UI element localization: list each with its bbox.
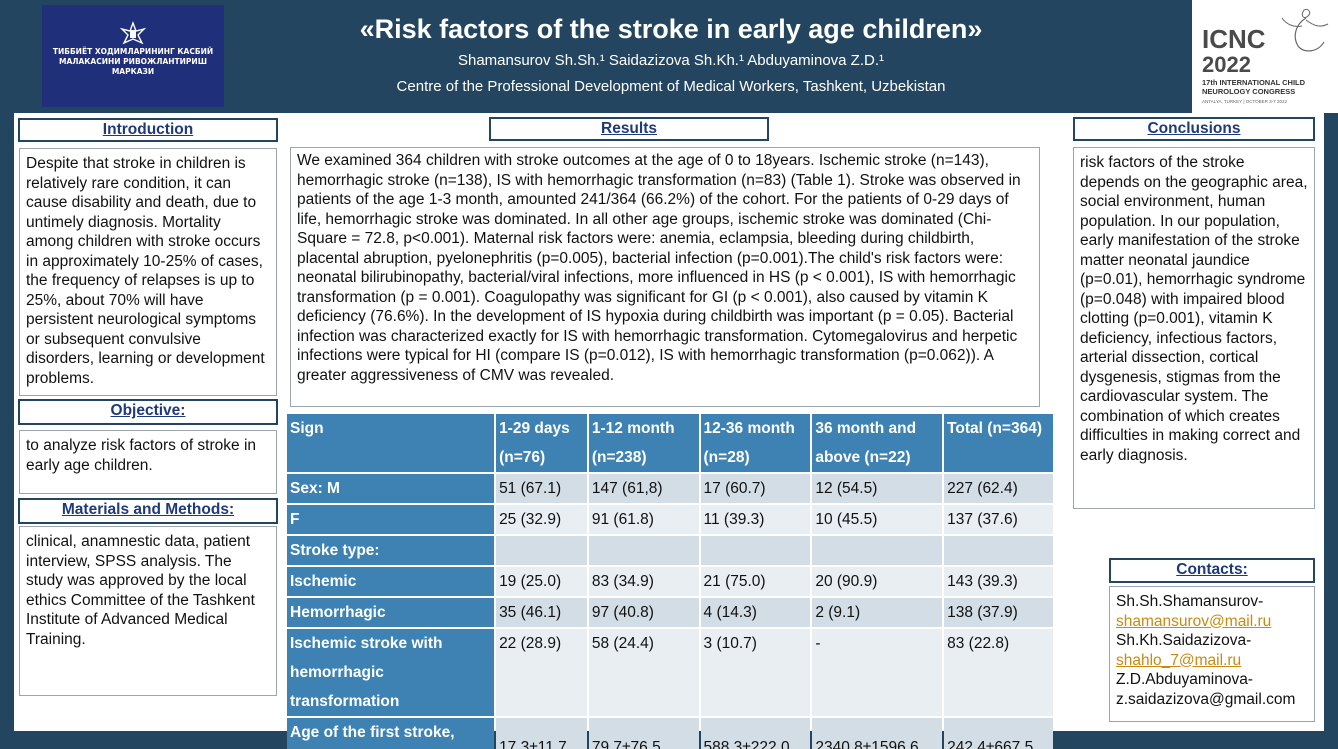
institute-emblem-icon [119,21,147,45]
table-row: Stroke type: [287,536,1053,565]
table-cell: 97 (40.8) [588,598,699,627]
results-heading: Results [489,117,769,141]
table-cell: - [812,629,943,716]
table-row-label: F [287,505,495,534]
table-header-row: Sign 1-29 days (n=76) 1-12 month (n=238)… [287,414,1053,472]
poster-authors: Shamansurov Sh.Sh.¹ Saidazizova Sh.Kh.¹ … [457,52,885,69]
poster-title: «Risk factors of the stroke in early age… [359,14,983,44]
contact-name: Sh.Sh.Shamansurov- [1116,593,1264,610]
table-cell: 25 (32.9) [496,505,587,534]
congress-location: ANTALYA, TURKEY | OCTOBER 3-7 2022 [1202,99,1287,104]
table-header-cell: 1-12 month (n=238) [588,414,699,472]
methods-heading: Materials and Methods: [18,498,278,524]
table-cell [700,536,811,565]
table-cell: 588.3±222.0 [700,718,811,749]
table-row: Age of the first stroke, days 17.3±11.7 … [287,718,1053,749]
contact-email: z.saidazizova@gmail.com [1116,690,1296,708]
table-cell: 227 (62.4) [944,474,1053,503]
poster-affiliation: Centre of the Professional Development o… [396,78,946,95]
table-row: Ischemic 19 (25.0) 83 (34.9) 21 (75.0) 2… [287,567,1053,596]
congress-name: ICNC [1202,24,1266,54]
table-cell: 12 (54.5) [812,474,943,503]
table-row: F 25 (32.9) 91 (61.8) 11 (39.3) 10 (45.5… [287,505,1053,534]
table-cell: 242.4±667.5 [944,718,1053,749]
table-cell [588,536,699,565]
table-cell: 21 (75.0) [700,567,811,596]
objective-heading: Objective: [18,399,278,425]
table-cell: 2 (9.1) [812,598,943,627]
table-row-label: Ischemic [287,567,495,596]
dancer-figure-icon [1281,9,1329,52]
table-row-label: Hemorrhagic [287,598,495,627]
table-row: Ischemic stroke with hemorrhagic transfo… [287,629,1053,716]
table-cell: 35 (46.1) [496,598,587,627]
table-cell: 91 (61.8) [588,505,699,534]
table-cell: 20 (90.9) [812,567,943,596]
table-cell [812,536,943,565]
conclusions-heading: Conclusions [1073,117,1315,141]
poster-header: ТИББИЁТ ХОДИМЛАРИНИНГ КАСБИЙ МАЛАКАСИНИ … [0,0,1338,113]
contacts-heading: Contacts: [1109,558,1315,583]
table-cell: 17 (60.7) [700,474,811,503]
table-cell: 137 (37.6) [944,505,1053,534]
table-cell: 10 (45.5) [812,505,943,534]
congress-year: 2022 [1202,52,1251,77]
institute-logo-line: ТИББИЁТ ХОДИМЛАРИНИНГ КАСБИЙ [52,47,214,56]
table-cell: 4 (14.3) [700,598,811,627]
methods-text: clinical, anamnestic data, patient inter… [19,526,277,696]
table-cell: 83 (34.9) [588,567,699,596]
table-row-label: Ischemic stroke with hemorrhagic transfo… [287,629,495,716]
objective-text: to analyze risk factors of stroke in ear… [19,430,277,494]
contact-email-link[interactable]: shamansurov@mail.ru [1116,612,1272,630]
table-cell: 22 (28.9) [496,629,587,716]
results-table: Sign 1-29 days (n=76) 1-12 month (n=238)… [285,412,1055,749]
contact-name: Sh.Kh.Saidazizova- [1116,632,1252,649]
table-header-cell: 12-36 month (n=28) [700,414,811,472]
table-header-cell: Sign [287,414,495,472]
institute-logo: ТИББИЁТ ХОДИМЛАРИНИНГ КАСБИЙ МАЛАКАСИНИ … [42,5,224,107]
table-row-label: Stroke type: [287,536,495,565]
table-cell: 58 (24.4) [588,629,699,716]
table-cell: 17.3±11.7 [496,718,587,749]
introduction-text: Despite that stroke in children is relat… [19,148,277,396]
table-row: Hemorrhagic 35 (46.1) 97 (40.8) 4 (14.3)… [287,598,1053,627]
contacts-list: Sh.Sh.Shamansurov- shamansurov@mail.ru S… [1109,586,1315,722]
table-row-label: Sex: M [287,474,495,503]
table-header-cell: Total (n=364) [944,414,1053,472]
table-cell: 79.7±76.5 [588,718,699,749]
congress-subtitle: 17th INTERNATIONAL CHILD NEUROLOGY CONGR… [1202,78,1306,96]
table-cell: 51 (67.1) [496,474,587,503]
table-row: Sex: M 51 (67.1) 147 (61,8) 17 (60.7) 12… [287,474,1053,503]
institute-logo-line: МАЛАКАСИНИ РИВОЖЛАНТИРИШ [59,57,207,66]
table-cell [496,536,587,565]
congress-logo: ICNC 2022 17th INTERNATIONAL CHILD NEURO… [1192,0,1338,113]
table-header-cell: 1-29 days (n=76) [496,414,587,472]
contact-email-link[interactable]: shahlo_7@mail.ru [1116,651,1242,669]
introduction-heading: Introduction [18,118,278,142]
conclusions-text: risk factors of the stroke depends on th… [1073,147,1315,509]
table-cell: 2340.8±1596.6 [812,718,943,749]
table-cell: 147 (61,8) [588,474,699,503]
results-text: We examined 364 children with stroke out… [290,147,1040,407]
table-cell: 3 (10.7) [700,629,811,716]
table-cell: 83 (22.8) [944,629,1053,716]
table-row-label: Age of the first stroke, days [287,718,495,749]
table-cell: 11 (39.3) [700,505,811,534]
table-header-cell: 36 month and above (n=22) [812,414,943,472]
contact-name: Z.D.Abduyaminova- [1116,671,1253,688]
table-cell: 138 (37.9) [944,598,1053,627]
table-cell: 143 (39.3) [944,567,1053,596]
table-cell: 19 (25.0) [496,567,587,596]
institute-logo-line: МАРКАЗИ [111,67,155,76]
table-cell [944,536,1053,565]
